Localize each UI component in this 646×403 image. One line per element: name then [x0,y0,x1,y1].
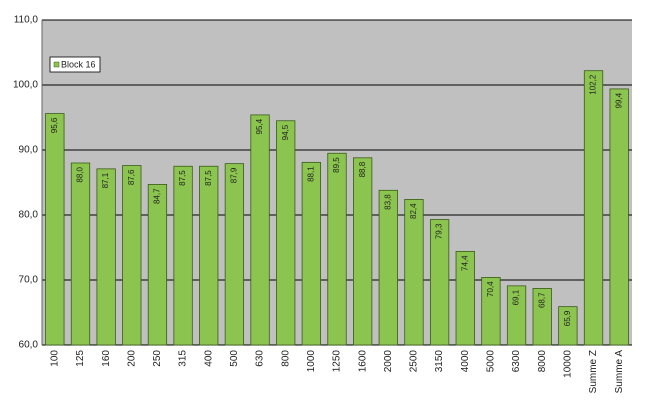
x-tick-label: 2500 [409,350,420,373]
value-label: 74,4 [460,255,469,271]
bar [199,165,219,346]
bar [45,113,65,346]
value-label: 69,1 [512,289,521,305]
x-tick-label: 400 [203,350,214,367]
x-tick-label: 8000 [537,350,548,373]
x-tick-label: 10000 [563,350,574,378]
value-label: 99,4 [614,92,623,108]
value-label: 87,9 [230,167,239,183]
y-tick-label: 80,0 [19,210,39,221]
y-tick-label: 60,0 [19,340,39,351]
legend-box [49,56,101,73]
x-tick-label: 1600 [357,350,368,373]
x-tick-label: 125 [75,350,86,367]
bar [378,189,398,346]
value-label: 89,5 [332,157,341,173]
x-tick-label: 630 [255,350,266,367]
bar [404,198,424,346]
value-label: 95,6 [50,117,59,133]
bar [147,184,168,346]
bar [250,114,270,346]
x-tick-label: 315 [178,350,189,367]
value-label: 65,9 [563,310,572,326]
x-tick-label: 3150 [434,350,445,373]
x-tick-label: 160 [101,350,112,367]
y-tick-label: 100,0 [13,80,38,91]
value-label: 79,3 [435,223,444,239]
value-label: 95,4 [255,118,264,134]
x-tick-label: 5000 [486,350,497,373]
bar [70,162,91,346]
y-tick-label: 90,0 [19,145,39,156]
value-label: 70,4 [486,281,495,297]
y-tick-label: 70,0 [19,275,39,286]
bar [353,157,373,346]
bar [173,165,193,346]
bar [506,285,527,346]
bar [532,288,552,346]
legend-label: Block 16 [61,59,96,69]
bar [96,168,116,346]
bar [301,161,321,346]
x-tick-label: 800 [280,350,291,367]
x-tick-label: 1250 [332,350,343,373]
x-tick-label: Summe A [614,350,625,394]
value-label: 102,2 [589,74,598,95]
bar [481,276,501,346]
x-tick-label: 1000 [306,350,317,373]
x-tick-label: 200 [126,350,137,367]
x-tick-label: Summe Z [588,350,599,393]
value-label: 83,8 [383,194,392,210]
bar [609,88,629,346]
bar [122,165,142,346]
bar [276,120,296,346]
bar [455,250,475,346]
value-label: 87,1 [101,172,110,188]
value-label: 84,7 [153,188,162,204]
x-tick-label: 6300 [511,350,522,373]
value-label: 88,1 [306,166,315,182]
x-tick-label: 4000 [460,350,471,373]
value-label: 87,5 [204,170,213,186]
bar [327,152,347,346]
x-tick-label: 250 [152,350,163,367]
value-label: 82,4 [409,203,418,219]
value-label: 87,5 [178,170,187,186]
x-tick-label: 100 [49,350,60,367]
legend-swatch [53,61,60,68]
value-label: 68,7 [537,292,546,308]
bar [558,306,578,346]
x-tick-label: 2000 [383,350,394,373]
bar [583,70,604,346]
bar [429,219,450,346]
value-label: 88,8 [358,161,367,177]
y-tick-label: 110,0 [14,15,39,26]
value-label: 88,0 [76,166,85,182]
value-label: 94,5 [281,124,290,140]
x-tick-label: 500 [229,350,240,367]
value-label: 87,6 [127,169,136,185]
bar [224,163,245,346]
